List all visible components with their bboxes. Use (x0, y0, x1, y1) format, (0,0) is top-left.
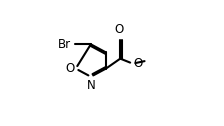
Text: O: O (65, 62, 74, 75)
Text: N: N (86, 79, 95, 92)
Text: O: O (114, 23, 124, 36)
Text: O: O (133, 57, 143, 70)
Text: Br: Br (58, 38, 71, 51)
